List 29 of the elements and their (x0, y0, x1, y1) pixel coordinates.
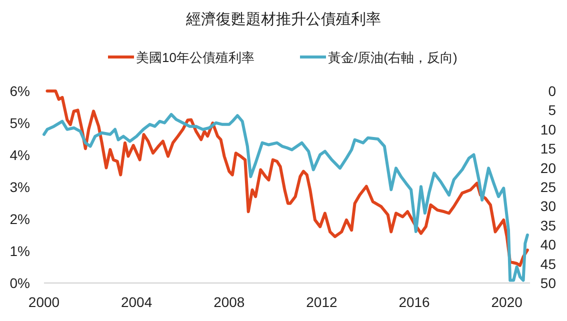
line-series (46, 90, 529, 267)
x-tick-label: 2016 (398, 294, 430, 310)
y-tick-label: 0% (10, 275, 30, 291)
x-tick-label: 2008 (214, 294, 245, 310)
y-tick-label: 1% (10, 243, 30, 259)
legend-label: 美國10年公債殖利率 (136, 50, 254, 65)
y2-tick-label: 45 (540, 256, 556, 272)
y2-tick-label: 5 (548, 102, 556, 118)
x-tick-label: 2004 (120, 294, 152, 310)
y2-tick-label: 50 (540, 275, 556, 291)
y-tick-label: 5% (10, 115, 30, 131)
x-tick-label: 2000 (28, 294, 60, 310)
y2-tick-label: 25 (540, 179, 556, 195)
line-series (42, 112, 529, 282)
x-tick-label: 2012 (306, 294, 338, 310)
y2-tick-label: 40 (540, 236, 556, 253)
chart-title: 經濟復甦題材推升公債殖利率 (185, 11, 381, 28)
y-tick-label: 6% (10, 83, 30, 99)
y2-tick-label: 30 (540, 198, 556, 214)
y2-tick-label: 0 (548, 83, 556, 99)
y2-tick-label: 20 (540, 160, 556, 176)
y-tick-label: 3% (10, 179, 30, 195)
y2-tick-label: 35 (540, 217, 556, 234)
y2-tick-label: 15 (540, 140, 556, 157)
legend-label: 黃金/原油(右軸，反向) (328, 50, 458, 65)
y2-tick-label: 10 (540, 121, 556, 138)
x-tick-label: 2020 (491, 294, 523, 310)
y-tick-label: 2% (10, 211, 30, 227)
y-tick-label: 4% (10, 147, 30, 163)
